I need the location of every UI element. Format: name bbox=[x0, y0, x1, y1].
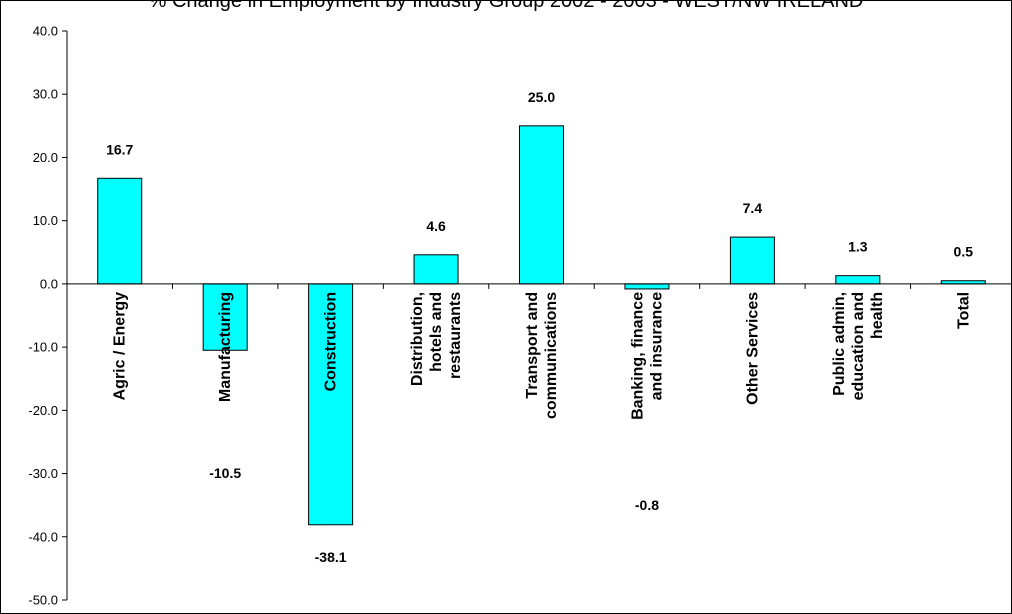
category-label-line: hotels and bbox=[428, 292, 445, 372]
data-label: 1.3 bbox=[848, 239, 868, 255]
category-label: Construction bbox=[323, 292, 340, 392]
category-label: Transport and communications bbox=[524, 292, 560, 419]
category-label-line: Public admin, bbox=[831, 292, 848, 396]
data-label: 25.0 bbox=[528, 89, 555, 105]
data-label: 0.5 bbox=[954, 244, 974, 260]
category-label-line: Distribution, bbox=[409, 292, 426, 386]
category-label-line: Total bbox=[955, 292, 972, 329]
bar bbox=[97, 177, 143, 285]
y-tick-label: -50.0 bbox=[28, 593, 58, 608]
category-label-line: Construction bbox=[323, 292, 340, 392]
y-tick-label: 30.0 bbox=[33, 87, 58, 102]
category-label: Other Services bbox=[744, 292, 761, 405]
data-label: -10.5 bbox=[209, 465, 241, 481]
category-label-line: and insurance bbox=[648, 292, 665, 401]
chart-title: % Change in Employment by Industry Group… bbox=[149, 0, 864, 12]
y-tick-label: 40.0 bbox=[33, 24, 58, 39]
bar bbox=[202, 283, 248, 351]
category-label: Banking, finance and insurance bbox=[629, 292, 665, 420]
bar bbox=[835, 275, 881, 285]
x-axis bbox=[67, 283, 1011, 289]
value-labels-group: 16.7 -10.5 -38.1 4.6 25.0 -0.8 7.4 1.3 0.5 bbox=[106, 89, 973, 565]
y-tick-label: -30.0 bbox=[28, 466, 58, 481]
category-label: Manufacturing bbox=[217, 292, 234, 402]
y-tick-label: -10.0 bbox=[28, 340, 58, 355]
category-label: Agric / Energy bbox=[112, 292, 129, 401]
y-tick-label: 0.0 bbox=[40, 276, 58, 291]
data-label: 16.7 bbox=[106, 141, 133, 157]
bar bbox=[624, 283, 670, 290]
category-label-line: health bbox=[869, 292, 886, 339]
bars-group bbox=[97, 125, 986, 526]
y-tick-label: -20.0 bbox=[28, 403, 58, 418]
data-label: -38.1 bbox=[315, 549, 347, 565]
y-tick-label: 10.0 bbox=[33, 213, 58, 228]
category-label-line: Transport and bbox=[524, 292, 541, 399]
bar bbox=[308, 283, 354, 526]
data-label: 4.6 bbox=[426, 218, 446, 234]
category-label-line: Other Services bbox=[744, 292, 761, 405]
category-label-line: Banking, finance bbox=[629, 292, 646, 420]
data-label: 7.4 bbox=[743, 200, 763, 216]
category-label: Distribution, hotels and restaurants bbox=[409, 292, 464, 386]
category-label-line: restaurants bbox=[447, 292, 464, 379]
category-label: Total bbox=[955, 292, 972, 329]
category-labels-group: Agric / Energy Manufacturing Construction D… bbox=[112, 292, 973, 420]
bar bbox=[413, 254, 459, 285]
data-label: -0.8 bbox=[635, 497, 659, 513]
category-label-line: communications bbox=[543, 292, 560, 419]
category-label-line: education and bbox=[850, 292, 867, 400]
bar bbox=[729, 236, 775, 285]
category-label-line: Manufacturing bbox=[217, 292, 234, 402]
y-tick-label: 20.0 bbox=[33, 150, 58, 165]
y-axis: 40.0 30.0 20.0 10.0 0.0 -10.0 -20.0 -30.0 -40.0 -… bbox=[28, 24, 68, 608]
bar bbox=[519, 125, 564, 285]
category-label-line: Agric / Energy bbox=[112, 292, 129, 401]
category-label: Public admin, education and health bbox=[831, 292, 886, 400]
y-tick-label: -40.0 bbox=[28, 529, 58, 544]
